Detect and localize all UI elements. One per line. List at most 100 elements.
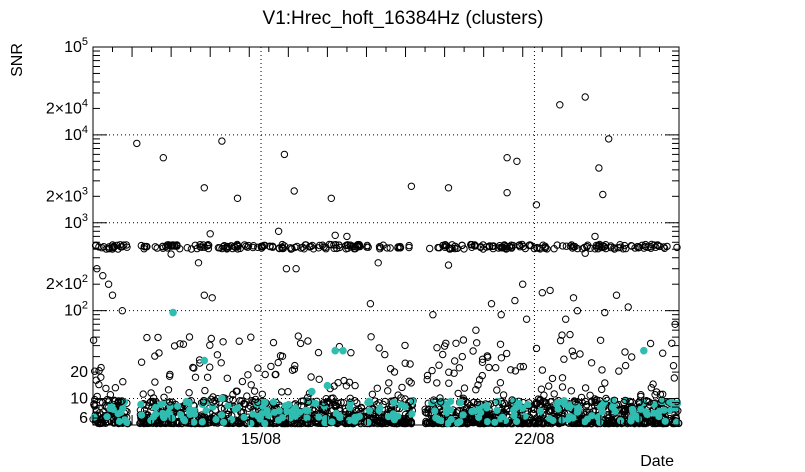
mid-point — [516, 363, 524, 371]
band-point — [407, 419, 416, 428]
series-0-point-10 — [556, 101, 564, 109]
series-0-point-14 — [513, 157, 521, 166]
band-point — [545, 407, 553, 415]
plateau-point — [488, 242, 496, 250]
series-0-point-31 — [118, 307, 127, 315]
mid-point — [110, 396, 119, 404]
mid-point — [206, 341, 214, 349]
y-axis-label: SNR — [9, 43, 26, 77]
series-0-point-52 — [562, 315, 570, 323]
mid-point — [139, 390, 147, 398]
band-loud-point — [115, 417, 124, 426]
mid-point — [119, 378, 127, 386]
series-0-point-48 — [429, 311, 437, 319]
band-loud-point — [655, 407, 663, 415]
mid-point — [598, 385, 606, 394]
mid-point — [615, 367, 623, 375]
series-0-point-16 — [503, 189, 511, 197]
plateau-point — [497, 243, 505, 252]
band-loud-point — [524, 400, 532, 409]
series-0-point-0 — [133, 139, 141, 148]
band-loud-point — [447, 415, 455, 424]
series-0-point-24 — [292, 265, 300, 273]
mid-point — [430, 396, 438, 404]
mid-point — [649, 380, 657, 388]
mid-point — [635, 398, 643, 406]
mid-point — [206, 363, 214, 371]
plateau-point — [288, 244, 296, 253]
plateau-point — [383, 244, 391, 252]
band-point — [97, 415, 106, 424]
band-loud-point — [261, 419, 269, 427]
mid-point — [423, 375, 431, 384]
mid-point — [299, 397, 308, 405]
series-1-point-0 — [169, 308, 177, 317]
mid-point — [320, 398, 328, 407]
series-0-point-40 — [569, 294, 578, 302]
plateau-point — [198, 243, 206, 252]
mid-point — [601, 379, 609, 387]
series-1-point-13 — [667, 398, 675, 407]
band-point — [649, 419, 657, 428]
band-loud-point — [483, 418, 491, 426]
series-0-point-7 — [327, 194, 335, 203]
mid-point — [499, 391, 508, 399]
mid-point — [459, 336, 468, 344]
mid-point — [254, 398, 262, 407]
mid-point — [445, 368, 453, 376]
band-loud-point — [454, 419, 462, 427]
mid-point — [475, 376, 484, 384]
band-loud-point — [315, 413, 323, 421]
mid-point — [401, 359, 409, 367]
band-loud-point — [595, 412, 603, 420]
mid-point — [428, 366, 436, 375]
band-loud-point — [447, 397, 455, 405]
mid-point — [651, 391, 659, 399]
band-loud-point — [408, 410, 416, 418]
mid-point — [450, 369, 458, 377]
plateau-point — [227, 242, 235, 250]
band-loud-point — [637, 405, 645, 413]
mid-point — [621, 396, 629, 405]
mid-point — [538, 366, 547, 374]
mid-point — [189, 363, 197, 372]
plateau-point — [243, 243, 252, 251]
mid-point — [492, 364, 500, 372]
series-0-point-32 — [200, 291, 209, 299]
mid-point — [587, 398, 596, 406]
mid-point — [478, 355, 487, 363]
mid-point — [406, 397, 415, 405]
plateau-point — [173, 242, 181, 250]
series-0-point-2 — [218, 137, 226, 145]
plateau-point — [279, 244, 287, 253]
mid-point — [276, 352, 285, 360]
mid-point — [659, 349, 667, 357]
plateau-point — [102, 245, 111, 253]
plateau-point — [426, 244, 434, 253]
mid-point — [484, 353, 492, 361]
band-loud-point — [600, 399, 609, 407]
plateau-point — [405, 241, 413, 250]
mid-point — [274, 358, 282, 367]
plateau-point — [343, 241, 352, 249]
mid-point — [164, 386, 173, 394]
series-0-point-15 — [532, 201, 541, 209]
mid-point — [238, 397, 246, 405]
mid-point — [670, 374, 678, 382]
band-loud-point — [554, 405, 562, 413]
mid-point — [591, 398, 599, 407]
series-0-point-22 — [194, 259, 203, 267]
band-loud-point — [509, 406, 518, 414]
band-loud-point — [366, 398, 374, 406]
band-loud-point — [581, 418, 589, 426]
mid-point — [102, 384, 110, 393]
mid-point — [271, 370, 279, 379]
mid-point — [435, 361, 443, 369]
band-point — [244, 404, 253, 412]
plateau-point — [396, 244, 405, 252]
y-tick-labels: 6 10 20 102 2×102 103 2×103 104 2×104 105 — [46, 36, 88, 427]
y-tick-label-5: 103 — [64, 212, 88, 232]
band-point — [235, 419, 243, 427]
plateau-point — [653, 241, 662, 249]
mid-point — [397, 394, 405, 402]
